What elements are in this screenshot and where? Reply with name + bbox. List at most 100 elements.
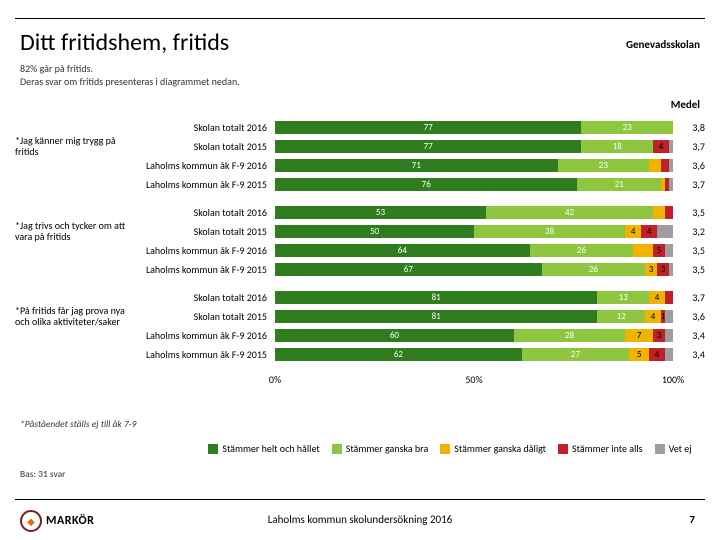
row-label: Laholms kommun åk F-9 2015 [145, 178, 275, 191]
row-label: Laholms kommun åk F-9 2016 [145, 159, 275, 172]
bar-segment: 62 [275, 348, 522, 361]
footer-title: Laholms kommun skolundersökning 2016 [0, 513, 720, 526]
legend-item: Stämmer ganska dåligt [440, 442, 546, 455]
bar-segment: 53 [275, 206, 486, 219]
top-rule [15, 18, 705, 19]
bar: 7123 [275, 159, 673, 172]
bar-segment: 4 [653, 140, 669, 153]
bar-segment [649, 159, 661, 172]
bar-segment: 5 [629, 348, 649, 361]
medel-value: 3,6 [673, 310, 705, 323]
chart-group: Skolan totalt 201677233,8*Jag känner mig… [15, 118, 705, 193]
legend-label: Stämmer inte alls [572, 442, 643, 455]
medel-value: 3,7 [673, 291, 705, 304]
bar-segment [665, 244, 673, 257]
intro-line-2: Deras svar om fritids presenteras i diag… [20, 75, 240, 88]
row-label: Laholms kommun åk F-9 2016 [145, 329, 275, 342]
x-axis: 0% 50% 100% [15, 373, 705, 389]
bar: 622754 [275, 348, 673, 361]
row-label: Laholms kommun åk F-9 2016 [145, 244, 275, 257]
axis-tick: 0% [269, 373, 281, 386]
medel-value: 3,8 [673, 121, 705, 134]
bar-segment: 4 [625, 225, 641, 238]
bar-segment: 28 [514, 329, 625, 342]
medel-value: 3,5 [673, 244, 705, 257]
bar-segment: 4 [649, 348, 665, 361]
legend-label: Vet ej [669, 442, 692, 455]
bar-segment [633, 244, 653, 257]
chart-row: Skolan totalt 201677233,8 [15, 118, 705, 136]
bar-segment: 13 [597, 291, 649, 304]
legend-label: Stämmer helt och hållet [222, 442, 319, 455]
bar-segment [661, 159, 669, 172]
page-number: 7 [689, 513, 695, 526]
row-label: Skolan totalt 2015 [145, 140, 275, 153]
row-label: Skolan totalt 2016 [145, 206, 275, 219]
bar: 503844 [275, 225, 673, 238]
school-name: Genevadsskolan [626, 38, 700, 51]
legend-swatch [655, 444, 665, 454]
legend-item: Stämmer ganska bra [332, 442, 429, 455]
bar-segment: 4 [645, 310, 661, 323]
bar-segment [665, 348, 673, 361]
medel-value: 3,4 [673, 329, 705, 342]
bar-segment: 23 [558, 159, 650, 172]
bar-segment: 4 [641, 225, 657, 238]
bar-segment [669, 159, 673, 172]
legend-swatch [208, 444, 218, 454]
bar-segment: 50 [275, 225, 474, 238]
bar-segment: 3 [657, 263, 669, 276]
axis-tick: 100% [662, 373, 684, 386]
medel-value: 3,7 [673, 178, 705, 191]
bar-segment [657, 225, 673, 238]
medel-value: 3,5 [673, 206, 705, 219]
bar: 672633 [275, 263, 673, 276]
medel-value: 3,4 [673, 348, 705, 361]
bar-segment [669, 178, 673, 191]
bar-segment: 27 [522, 348, 629, 361]
legend-swatch [558, 444, 568, 454]
intro-text: 82% går på fritids. Deras svar om fritid… [20, 62, 240, 88]
bar: 5342 [275, 206, 673, 219]
chart-row: *På fritids får jag prova nya och olika … [15, 307, 705, 325]
chart-group: Skolan totalt 201653423,5*Jag trivs och … [15, 203, 705, 278]
bottom-rule [15, 499, 705, 500]
row-label: Skolan totalt 2016 [145, 291, 275, 304]
bar-segment: 12 [597, 310, 645, 323]
medel-value: 3,7 [673, 140, 705, 153]
chart-area: Skolan totalt 201677233,8*Jag känner mig… [15, 118, 705, 389]
bar-segment: 81 [275, 291, 597, 304]
bar-segment: 21 [577, 178, 661, 191]
bar-segment [653, 206, 665, 219]
bar-segment: 77 [275, 140, 581, 153]
medel-value: 3,2 [673, 225, 705, 238]
legend-label: Stämmer ganska dåligt [454, 442, 546, 455]
bar: 811241 [275, 310, 673, 323]
bar-segment: 5 [653, 244, 665, 257]
bar-segment: 77 [275, 121, 581, 134]
row-label: Laholms kommun åk F-9 2015 [145, 348, 275, 361]
bar-segment: 26 [542, 263, 645, 276]
legend-swatch [332, 444, 342, 454]
question-label: *På fritids får jag prova nya och olika … [15, 305, 145, 328]
row-label: Skolan totalt 2015 [145, 225, 275, 238]
chart-row: Laholms kommun åk F-9 20166028733,4 [15, 326, 705, 344]
medel-header: Medel [671, 98, 700, 111]
legend-label: Stämmer ganska bra [346, 442, 429, 455]
medel-value: 3,6 [673, 159, 705, 172]
legend-item: Stämmer helt och hållet [208, 442, 319, 455]
axis-tick: 50% [465, 373, 482, 386]
bar: 64265 [275, 244, 673, 257]
footnote: *Påståendet ställs ej till åk 7-9 [20, 418, 136, 430]
bar-segment [665, 329, 673, 342]
bar-segment: 38 [474, 225, 625, 238]
bar-segment: 3 [645, 263, 657, 276]
legend: Stämmer helt och hållet Stämmer ganska br… [200, 442, 700, 455]
question-label: *Jag känner mig trygg på fritids [15, 135, 145, 158]
question-label: *Jag trivs och tycker om att vara på fri… [15, 220, 145, 243]
bar: 7621 [275, 178, 673, 191]
bar-segment: 18 [581, 140, 653, 153]
row-label: Laholms kommun åk F-9 2015 [145, 263, 275, 276]
bar-segment: 64 [275, 244, 530, 257]
bar-segment: 42 [486, 206, 653, 219]
